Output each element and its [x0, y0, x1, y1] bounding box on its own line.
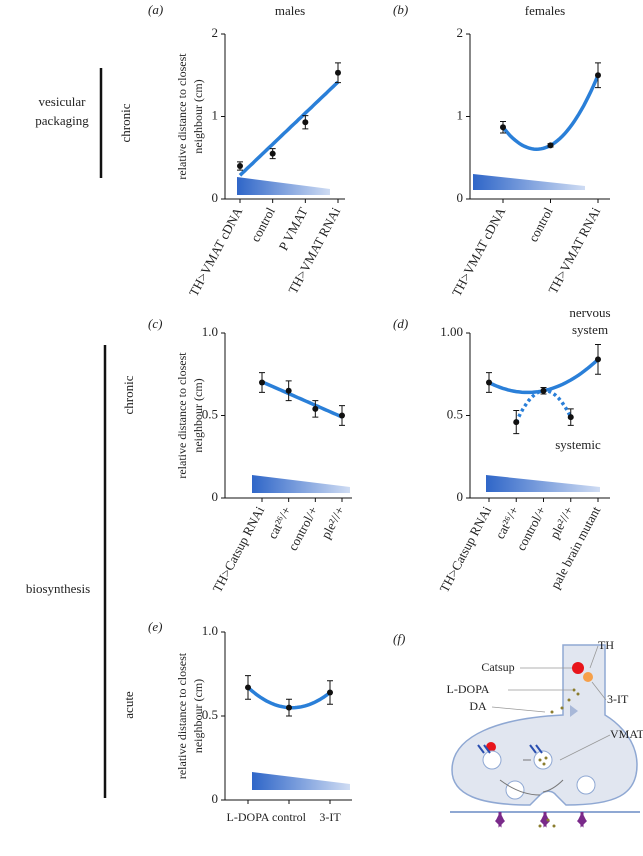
data-point	[339, 412, 345, 419]
y-tick-label: 1.0	[202, 324, 218, 339]
data-point	[595, 72, 601, 79]
y-axis-label: neighbour (cm)	[191, 679, 205, 753]
diagram-label: Catsup	[481, 660, 514, 674]
y-tick-label: 2	[212, 25, 219, 40]
x-tick-label: TH>Catsup RNAi	[436, 503, 494, 594]
data-point	[500, 124, 506, 131]
time-label: acute	[121, 691, 136, 719]
data-point	[540, 387, 547, 394]
y-tick-label: 0	[457, 489, 464, 504]
data-point	[302, 119, 309, 126]
panel-letter: (b)	[393, 2, 408, 17]
data-point	[245, 684, 251, 691]
group-label: biosynthesis	[26, 581, 90, 596]
gradient-wedge	[237, 177, 330, 195]
panel-letter: (d)	[393, 316, 408, 331]
x-tick-label: control	[525, 204, 556, 244]
y-tick-label: 0	[457, 190, 464, 205]
x-tick-label: control	[272, 810, 307, 824]
x-tick-label: TH>VMAT cDNA	[186, 204, 246, 299]
x-tick-label: 3-IT	[319, 810, 341, 824]
y-axis-label: relative distance to closest	[175, 352, 189, 479]
y-axis-label: relative distance to closest	[175, 652, 189, 779]
diagram-label: L-DOPA	[447, 682, 490, 696]
time-label: chronic	[118, 103, 133, 142]
x-tick-label: cat²⁶/+	[492, 504, 521, 542]
y-tick-label: 1	[212, 107, 219, 122]
panel-letter: (e)	[148, 619, 162, 634]
fit-curve	[514, 388, 573, 423]
panel-letter: (f)	[393, 631, 405, 646]
x-tick-label: control	[247, 204, 278, 244]
data-point	[285, 387, 292, 394]
annotation: nervous	[569, 305, 610, 320]
y-tick-label: 2	[457, 25, 464, 40]
diagram-label: DA	[469, 699, 487, 713]
gradient-wedge	[473, 174, 585, 190]
y-tick-label: 0.5	[447, 406, 463, 421]
panel-letter: (a)	[148, 2, 163, 17]
y-tick-label: 0.5	[202, 707, 218, 722]
x-tick-label: ple²//+	[318, 504, 347, 541]
y-axis-label: neighbour (cm)	[191, 378, 205, 452]
x-tick-label: L-DOPA	[227, 810, 270, 824]
group-label: packaging	[35, 113, 89, 128]
x-tick-label: TH>VMAT cDNA	[449, 204, 509, 299]
data-point	[567, 414, 574, 421]
x-tick-label: TH>VMAT RNAi	[545, 204, 603, 296]
x-tick-label: TH>Catsup RNAi	[209, 503, 267, 594]
y-tick-label: 1	[457, 107, 464, 122]
panel-letter: (c)	[148, 316, 162, 331]
data-point	[486, 379, 492, 386]
x-tick-label: P VMAT	[275, 205, 310, 253]
gradient-wedge	[486, 475, 600, 492]
y-tick-label: 0.5	[202, 406, 218, 421]
diagram-label: 3-IT	[607, 692, 629, 706]
y-tick-label: 0	[212, 489, 219, 504]
column-title: males	[275, 3, 305, 18]
group-label: vesicular	[39, 94, 87, 109]
diagram-label: TH	[598, 638, 614, 652]
column-title: females	[525, 3, 565, 18]
data-point	[547, 142, 554, 149]
fit-curve	[501, 74, 600, 151]
y-axis-label: neighbour (cm)	[191, 79, 205, 153]
y-tick-label: 0	[212, 791, 219, 806]
data-point	[312, 405, 319, 412]
fit-curve	[261, 380, 343, 419]
data-point	[335, 69, 341, 76]
data-point	[595, 356, 601, 363]
y-tick-label: 0	[212, 190, 219, 205]
fit-curve	[238, 80, 340, 177]
data-point	[259, 379, 265, 386]
y-tick-label: 1.0	[202, 623, 218, 638]
annotation: system	[572, 322, 608, 337]
gradient-wedge	[252, 475, 350, 493]
y-tick-label: 1.00	[440, 324, 463, 339]
time-label: chronic	[121, 375, 136, 414]
data-point	[327, 689, 333, 696]
gradient-wedge	[252, 772, 350, 790]
annotation: systemic	[555, 437, 601, 452]
y-axis-label: relative distance to closest	[175, 53, 189, 180]
synapse-diagram	[450, 644, 640, 828]
data-point	[513, 419, 520, 426]
data-point	[269, 150, 276, 157]
data-point	[286, 704, 292, 711]
diagram-label: VMAT	[610, 727, 643, 741]
data-point	[237, 163, 243, 169]
x-tick-label: ple²//+	[547, 504, 576, 541]
